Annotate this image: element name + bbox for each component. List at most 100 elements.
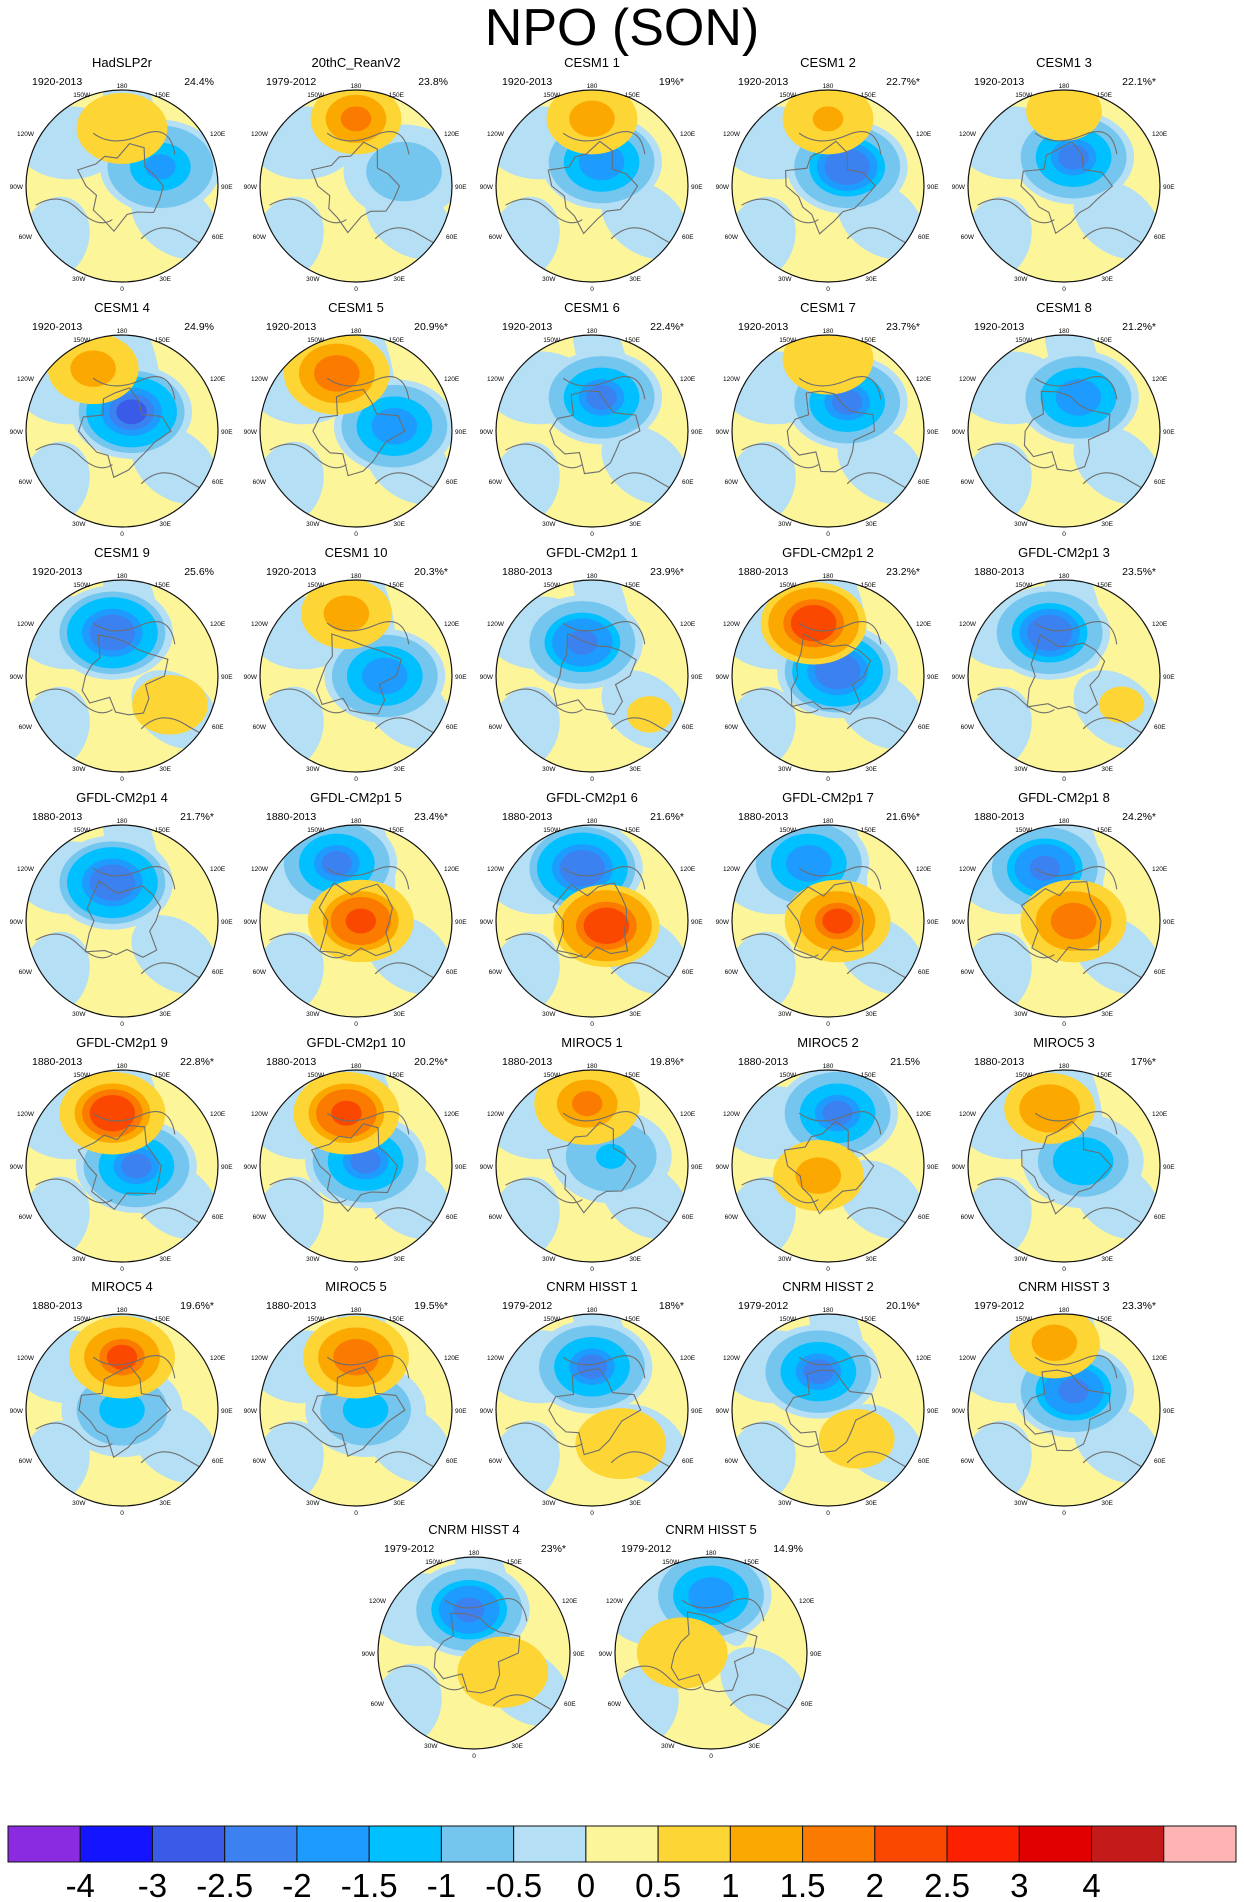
longitude-label: 90W <box>952 674 966 681</box>
longitude-label: 150E <box>155 827 171 834</box>
field-contour-negative <box>388 159 420 185</box>
longitude-label: 150E <box>155 337 171 344</box>
longitude-label: 90E <box>691 919 703 926</box>
longitude-label: 150W <box>543 337 561 344</box>
colorbar-swatch <box>79 1825 153 1863</box>
longitude-label: 180 <box>823 1063 834 1070</box>
longitude-label: 90W <box>599 1651 613 1658</box>
panel-period: 1920-2013 <box>974 321 1024 333</box>
coastline-americas <box>741 1422 819 1448</box>
colorbar-swatch <box>946 1825 1020 1863</box>
longitude-label: 90E <box>455 1164 467 1171</box>
panel-period: 1880-2013 <box>738 811 788 823</box>
longitude-label: 120E <box>444 1111 460 1118</box>
colorbar-swatch <box>1018 1825 1093 1863</box>
longitude-label: 180 <box>706 1550 717 1557</box>
field-contour-negative <box>586 384 617 410</box>
anomaly-field <box>968 335 1160 527</box>
coastline-americas <box>35 198 113 224</box>
longitude-label: 30E <box>629 276 641 283</box>
field-contour-negative <box>145 154 176 180</box>
longitude-label: 120E <box>210 866 226 873</box>
coastline-arctic <box>547 140 639 235</box>
longitude-label: 30W <box>72 521 86 528</box>
longitude-label: 120E <box>210 376 226 383</box>
map-panel: GFDL-CM2p1 7 1880-2013 21.6%* 180 150W 150E 12… <box>716 790 940 1028</box>
longitude-label: 120W <box>723 866 741 873</box>
panel-title: MIROC5 1 <box>561 1035 622 1050</box>
longitude-label: 0 <box>826 531 830 538</box>
coastline-arctic <box>318 882 393 957</box>
longitude-label: 150W <box>543 582 561 589</box>
longitude-label: 30E <box>393 1500 405 1507</box>
longitude-label: 60E <box>682 479 694 486</box>
field-contour-positive <box>345 908 377 934</box>
longitude-label: 0 <box>590 531 594 538</box>
panel-period: 1880-2013 <box>32 1300 82 1312</box>
colorbar-tick-label: 1 <box>721 1867 739 1902</box>
panel-period: 1920-2013 <box>974 76 1024 88</box>
longitude-label: 60W <box>489 479 503 486</box>
longitude-label: 0 <box>590 1266 594 1273</box>
longitude-label: 150E <box>389 92 405 99</box>
longitude-label: 30W <box>1014 1256 1028 1263</box>
coastline-americas <box>977 688 1055 714</box>
map-panel: MIROC5 5 1880-2013 19.5%* 180 150W 150E 120W 12… <box>244 1279 468 1517</box>
longitude-label: 60E <box>212 969 224 976</box>
colorbar-tick-label: 3 <box>1010 1867 1028 1902</box>
panel-variance: 21.6%* <box>886 811 920 823</box>
longitude-label: 150W <box>1015 582 1033 589</box>
anomaly-field <box>968 1314 1160 1506</box>
map-outline <box>25 1313 219 1507</box>
longitude-label: 60E <box>918 234 930 241</box>
longitude-label: 150W <box>1015 337 1033 344</box>
coastline-pacific <box>562 131 646 155</box>
field-contour-negative <box>567 855 598 881</box>
coastline-americas <box>35 933 113 959</box>
longitude-label: 180 <box>351 1063 362 1070</box>
longitude-label: 30W <box>306 1011 320 1018</box>
longitude-label: 30E <box>629 1011 641 1018</box>
longitude-label: 60E <box>1154 1458 1166 1465</box>
coastline-arctic <box>433 1612 521 1694</box>
coastline-pacific <box>798 376 882 400</box>
panel-period: 1880-2013 <box>502 1056 552 1068</box>
longitude-label: 150W <box>779 827 797 834</box>
longitude-label: 90W <box>952 1164 966 1171</box>
field-contour-positive <box>331 1100 362 1126</box>
field-contour-positive <box>605 1431 637 1457</box>
coastlines <box>269 621 448 739</box>
coastline-pacific <box>326 1111 410 1135</box>
longitude-label: 120E <box>916 621 932 628</box>
longitude-label: 120E <box>680 131 696 138</box>
map-outline <box>259 334 453 528</box>
coastline-americas <box>387 1665 465 1691</box>
longitude-label: 90E <box>691 674 703 681</box>
longitude-label: 90W <box>362 1651 376 1658</box>
coastline-arctic <box>552 882 629 959</box>
map-outline <box>259 824 453 1018</box>
longitude-label: 60E <box>212 1214 224 1221</box>
coastline-arctic <box>783 1120 875 1215</box>
longitude-label: 180 <box>1059 1307 1070 1314</box>
map-outline <box>731 89 925 283</box>
longitude-label: 0 <box>1062 776 1066 783</box>
longitude-label: 150E <box>625 1316 641 1323</box>
panel-variance: 20.9%* <box>414 321 448 333</box>
colorbar-tick-label: 1.5 <box>780 1867 826 1902</box>
longitude-label: 30E <box>159 1256 171 1263</box>
longitude-label: 0 <box>354 1510 358 1517</box>
longitude-label: 60W <box>961 969 975 976</box>
longitude-label: 150E <box>1097 92 1113 99</box>
longitude-label: 30E <box>159 1011 171 1018</box>
longitude-label: 180 <box>117 83 128 90</box>
map-panel: CESM1 9 1920-2013 25.6% 180 150W 150E 120W 120E… <box>10 545 234 783</box>
panel-variance: 24.9% <box>184 321 214 333</box>
coastline-americas <box>269 688 347 714</box>
panel-variance: 24.2%* <box>1122 811 1156 823</box>
coastline-pacific <box>326 1355 410 1379</box>
longitude-label: 30W <box>72 1500 86 1507</box>
map-outline <box>259 579 453 773</box>
coastline-pacific <box>92 376 176 400</box>
field-contour-negative <box>576 1354 608 1380</box>
